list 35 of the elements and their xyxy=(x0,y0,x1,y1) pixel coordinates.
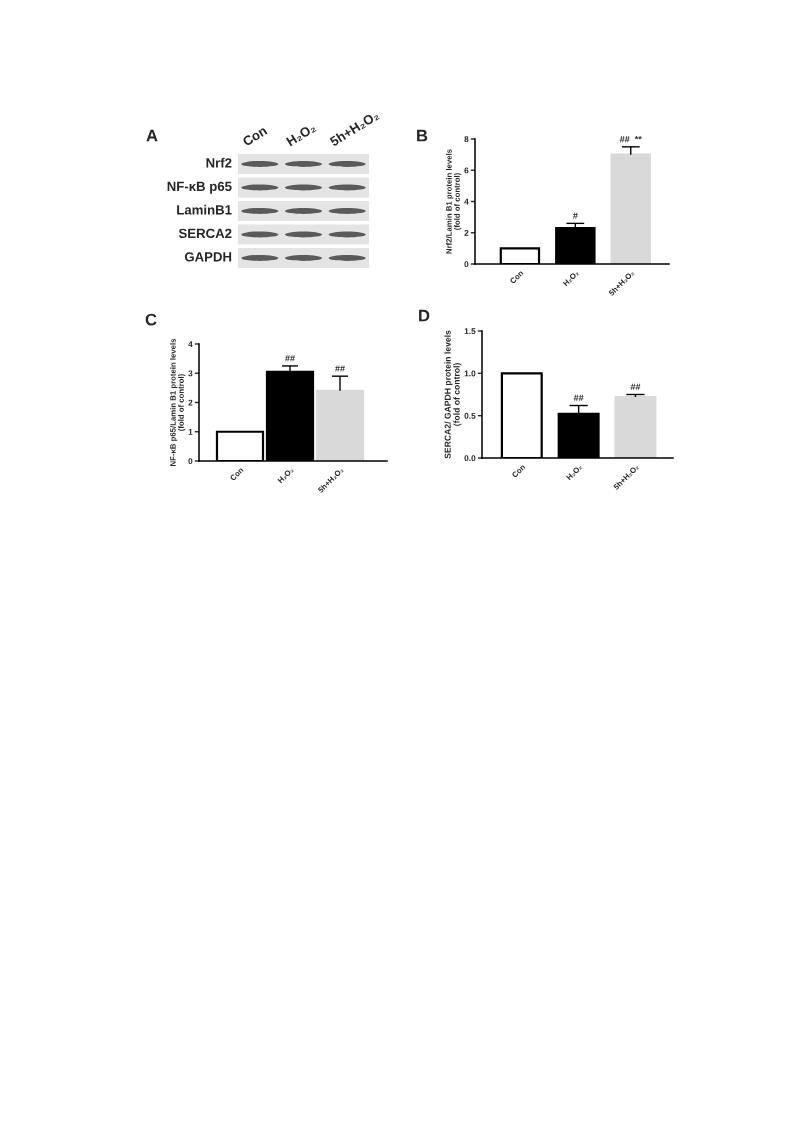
category-label: GAPDH xyxy=(184,252,232,262)
chart-title: C xyxy=(145,313,157,326)
category-label: NF-κB p65 xyxy=(167,181,232,194)
annotation: ## ** xyxy=(619,135,642,143)
y-tick-label: 4 xyxy=(464,198,469,205)
y-tick-label: 2 xyxy=(464,229,469,236)
y-tick-label: 0 xyxy=(464,261,469,268)
annotation: ## xyxy=(630,383,641,390)
chart-title: B xyxy=(417,129,428,142)
y-tick-label: 4 xyxy=(188,341,193,348)
category-label: Nrf2 xyxy=(206,157,232,168)
bar xyxy=(614,395,657,458)
y-tick-label: 3 xyxy=(188,370,193,377)
y-tick-label: 0.0 xyxy=(464,455,476,462)
y-tick-label: 1.0 xyxy=(464,370,476,377)
y-tick-label: 6 xyxy=(464,167,469,174)
y-axis-title: SERCA2/ GAPDH protein levels (fold of control) xyxy=(444,330,462,459)
y-tick-label: 1 xyxy=(188,429,193,435)
category-label: SERCA2 xyxy=(178,228,232,239)
category-label: H₂O₂ xyxy=(285,122,317,147)
annotation: # xyxy=(572,212,578,219)
y-tick-label: 1.5 xyxy=(464,328,476,335)
y-tick-label: 2 xyxy=(188,399,193,406)
text: A xyxy=(146,129,158,142)
y-tick-label: 8 xyxy=(464,136,469,143)
category-label: Con xyxy=(241,125,268,147)
y-tick-label: 0.5 xyxy=(464,412,476,419)
annotation: ## xyxy=(285,355,295,362)
chart-title: D xyxy=(419,309,430,322)
bar xyxy=(610,153,651,264)
annotation: ## xyxy=(335,365,345,372)
y-tick-label: 0 xyxy=(188,458,193,465)
bar xyxy=(315,389,365,461)
annotation: ## xyxy=(573,394,584,401)
category-label: LaminB1 xyxy=(177,204,232,215)
